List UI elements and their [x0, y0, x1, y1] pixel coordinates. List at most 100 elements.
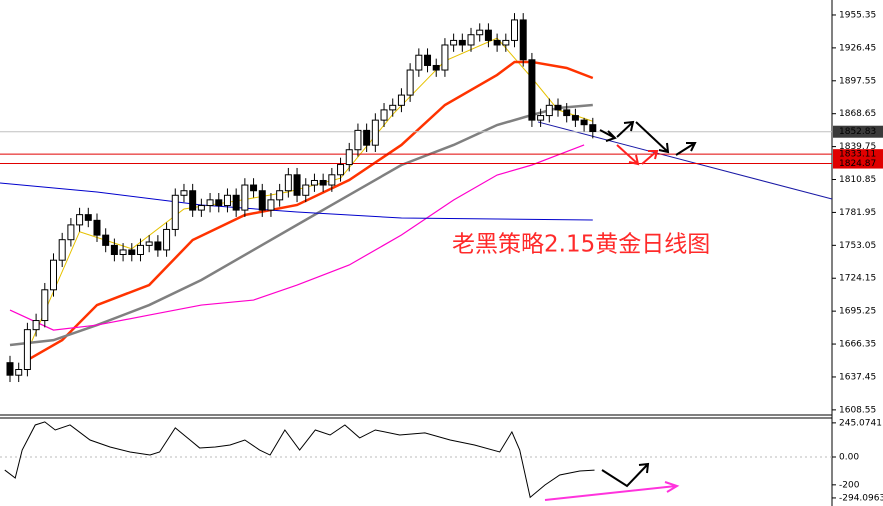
- candle-body: [554, 104, 562, 111]
- candle-body: [302, 184, 310, 196]
- candle-body: [363, 129, 371, 146]
- arrow: [641, 150, 659, 165]
- candle-body: [232, 194, 240, 211]
- y-tick-label: 1666.35: [839, 340, 876, 350]
- candle-body: [23, 329, 31, 371]
- candle-body: [580, 119, 588, 126]
- candle-body: [102, 234, 110, 246]
- arrow: [544, 481, 680, 501]
- moving-average: [9, 144, 585, 331]
- candle-body: [563, 109, 571, 117]
- candle-body: [293, 174, 301, 196]
- candle-body: [476, 29, 484, 36]
- candle-body: [319, 179, 327, 186]
- arrow: [616, 144, 640, 166]
- candle-body: [215, 199, 223, 207]
- y-tick-label: 1724.15: [839, 274, 876, 284]
- arrow: [635, 121, 670, 154]
- candle-body: [76, 214, 84, 226]
- forecast-arrows-red: [616, 144, 659, 166]
- y-tick-label: 1897.55: [839, 76, 876, 86]
- candle-body: [258, 190, 266, 211]
- candle-body: [119, 249, 127, 255]
- candle-body: [389, 104, 397, 111]
- price-label-box: [833, 125, 883, 138]
- y-tick-label: 1955.35: [839, 10, 876, 20]
- candle-body: [49, 259, 57, 291]
- candle-body: [502, 39, 510, 46]
- candle-body: [67, 224, 75, 241]
- moving-average: [0, 182, 593, 221]
- candle-body: [267, 199, 275, 211]
- forecast-arrows: [599, 120, 697, 488]
- candle-body: [467, 34, 475, 46]
- arrow: [601, 462, 650, 488]
- y-tick-label: 1781.95: [839, 208, 876, 218]
- candle-body: [189, 190, 197, 211]
- candle-body: [110, 244, 118, 255]
- candle-body: [180, 190, 188, 196]
- candle-body: [354, 129, 362, 151]
- y-tick-label: 1868.65: [839, 109, 876, 119]
- y-tick-label: 1695.25: [839, 307, 876, 317]
- candle-body: [284, 174, 292, 192]
- candle-body: [528, 59, 536, 121]
- moving-average: [9, 103, 593, 347]
- candle-body: [93, 219, 101, 236]
- moving-average: [26, 60, 594, 362]
- candle-body: [371, 119, 379, 146]
- candle-body: [154, 241, 162, 251]
- candle-body: [145, 241, 153, 246]
- candle-body: [197, 205, 205, 211]
- candle-body: [128, 249, 136, 255]
- y-tick-label: 245.0741: [839, 418, 882, 428]
- arrow: [675, 142, 697, 156]
- candle-body: [571, 115, 579, 121]
- candle-body: [415, 54, 423, 71]
- y-tick-label: 1926.45: [839, 43, 876, 53]
- candle-body: [450, 39, 458, 46]
- y-tick-label: 0.00: [839, 452, 859, 462]
- candle-body: [589, 124, 597, 133]
- y-tick-label: 1810.85: [839, 175, 876, 185]
- candle-body: [432, 64, 440, 71]
- y-tick-label: 1608.55: [839, 405, 876, 415]
- candle-body: [241, 184, 249, 211]
- candle-body: [136, 244, 144, 255]
- candle-body: [15, 369, 23, 376]
- candle-body: [337, 164, 345, 176]
- y-tick-label: 1753.05: [839, 241, 876, 251]
- candle-body: [328, 174, 336, 186]
- candle-body: [206, 199, 214, 207]
- candle-body: [6, 362, 14, 376]
- candle-body: [41, 289, 49, 322]
- y-tick-label: 1839.75: [839, 142, 876, 152]
- price-label: 1852.83: [839, 127, 876, 137]
- candle-body: [32, 320, 40, 331]
- candle-body: [250, 184, 258, 192]
- candle-body: [84, 214, 92, 221]
- candle-body: [380, 109, 388, 121]
- trend-line: [537, 121, 833, 200]
- candle-body: [58, 239, 66, 261]
- level-label-box: [833, 158, 883, 169]
- candle-body: [223, 194, 231, 207]
- arrow: [616, 120, 635, 138]
- candle-body: [163, 228, 171, 251]
- candle-body: [345, 149, 353, 166]
- candle-body: [484, 29, 492, 41]
- candle-body: [310, 179, 318, 186]
- annotation: 老黑策略2.15黄金日线图: [452, 232, 710, 258]
- candle-body: [493, 39, 501, 46]
- arrow: [599, 129, 617, 142]
- y-tick-label: -294.0963: [839, 493, 883, 503]
- candle-body: [519, 19, 527, 61]
- candle-body: [545, 104, 553, 117]
- level-label: 1824.87: [839, 159, 876, 169]
- candle-body: [458, 39, 466, 46]
- level-label: 1833.11: [839, 150, 876, 160]
- candle-body: [511, 19, 519, 41]
- candle-body: [406, 69, 414, 96]
